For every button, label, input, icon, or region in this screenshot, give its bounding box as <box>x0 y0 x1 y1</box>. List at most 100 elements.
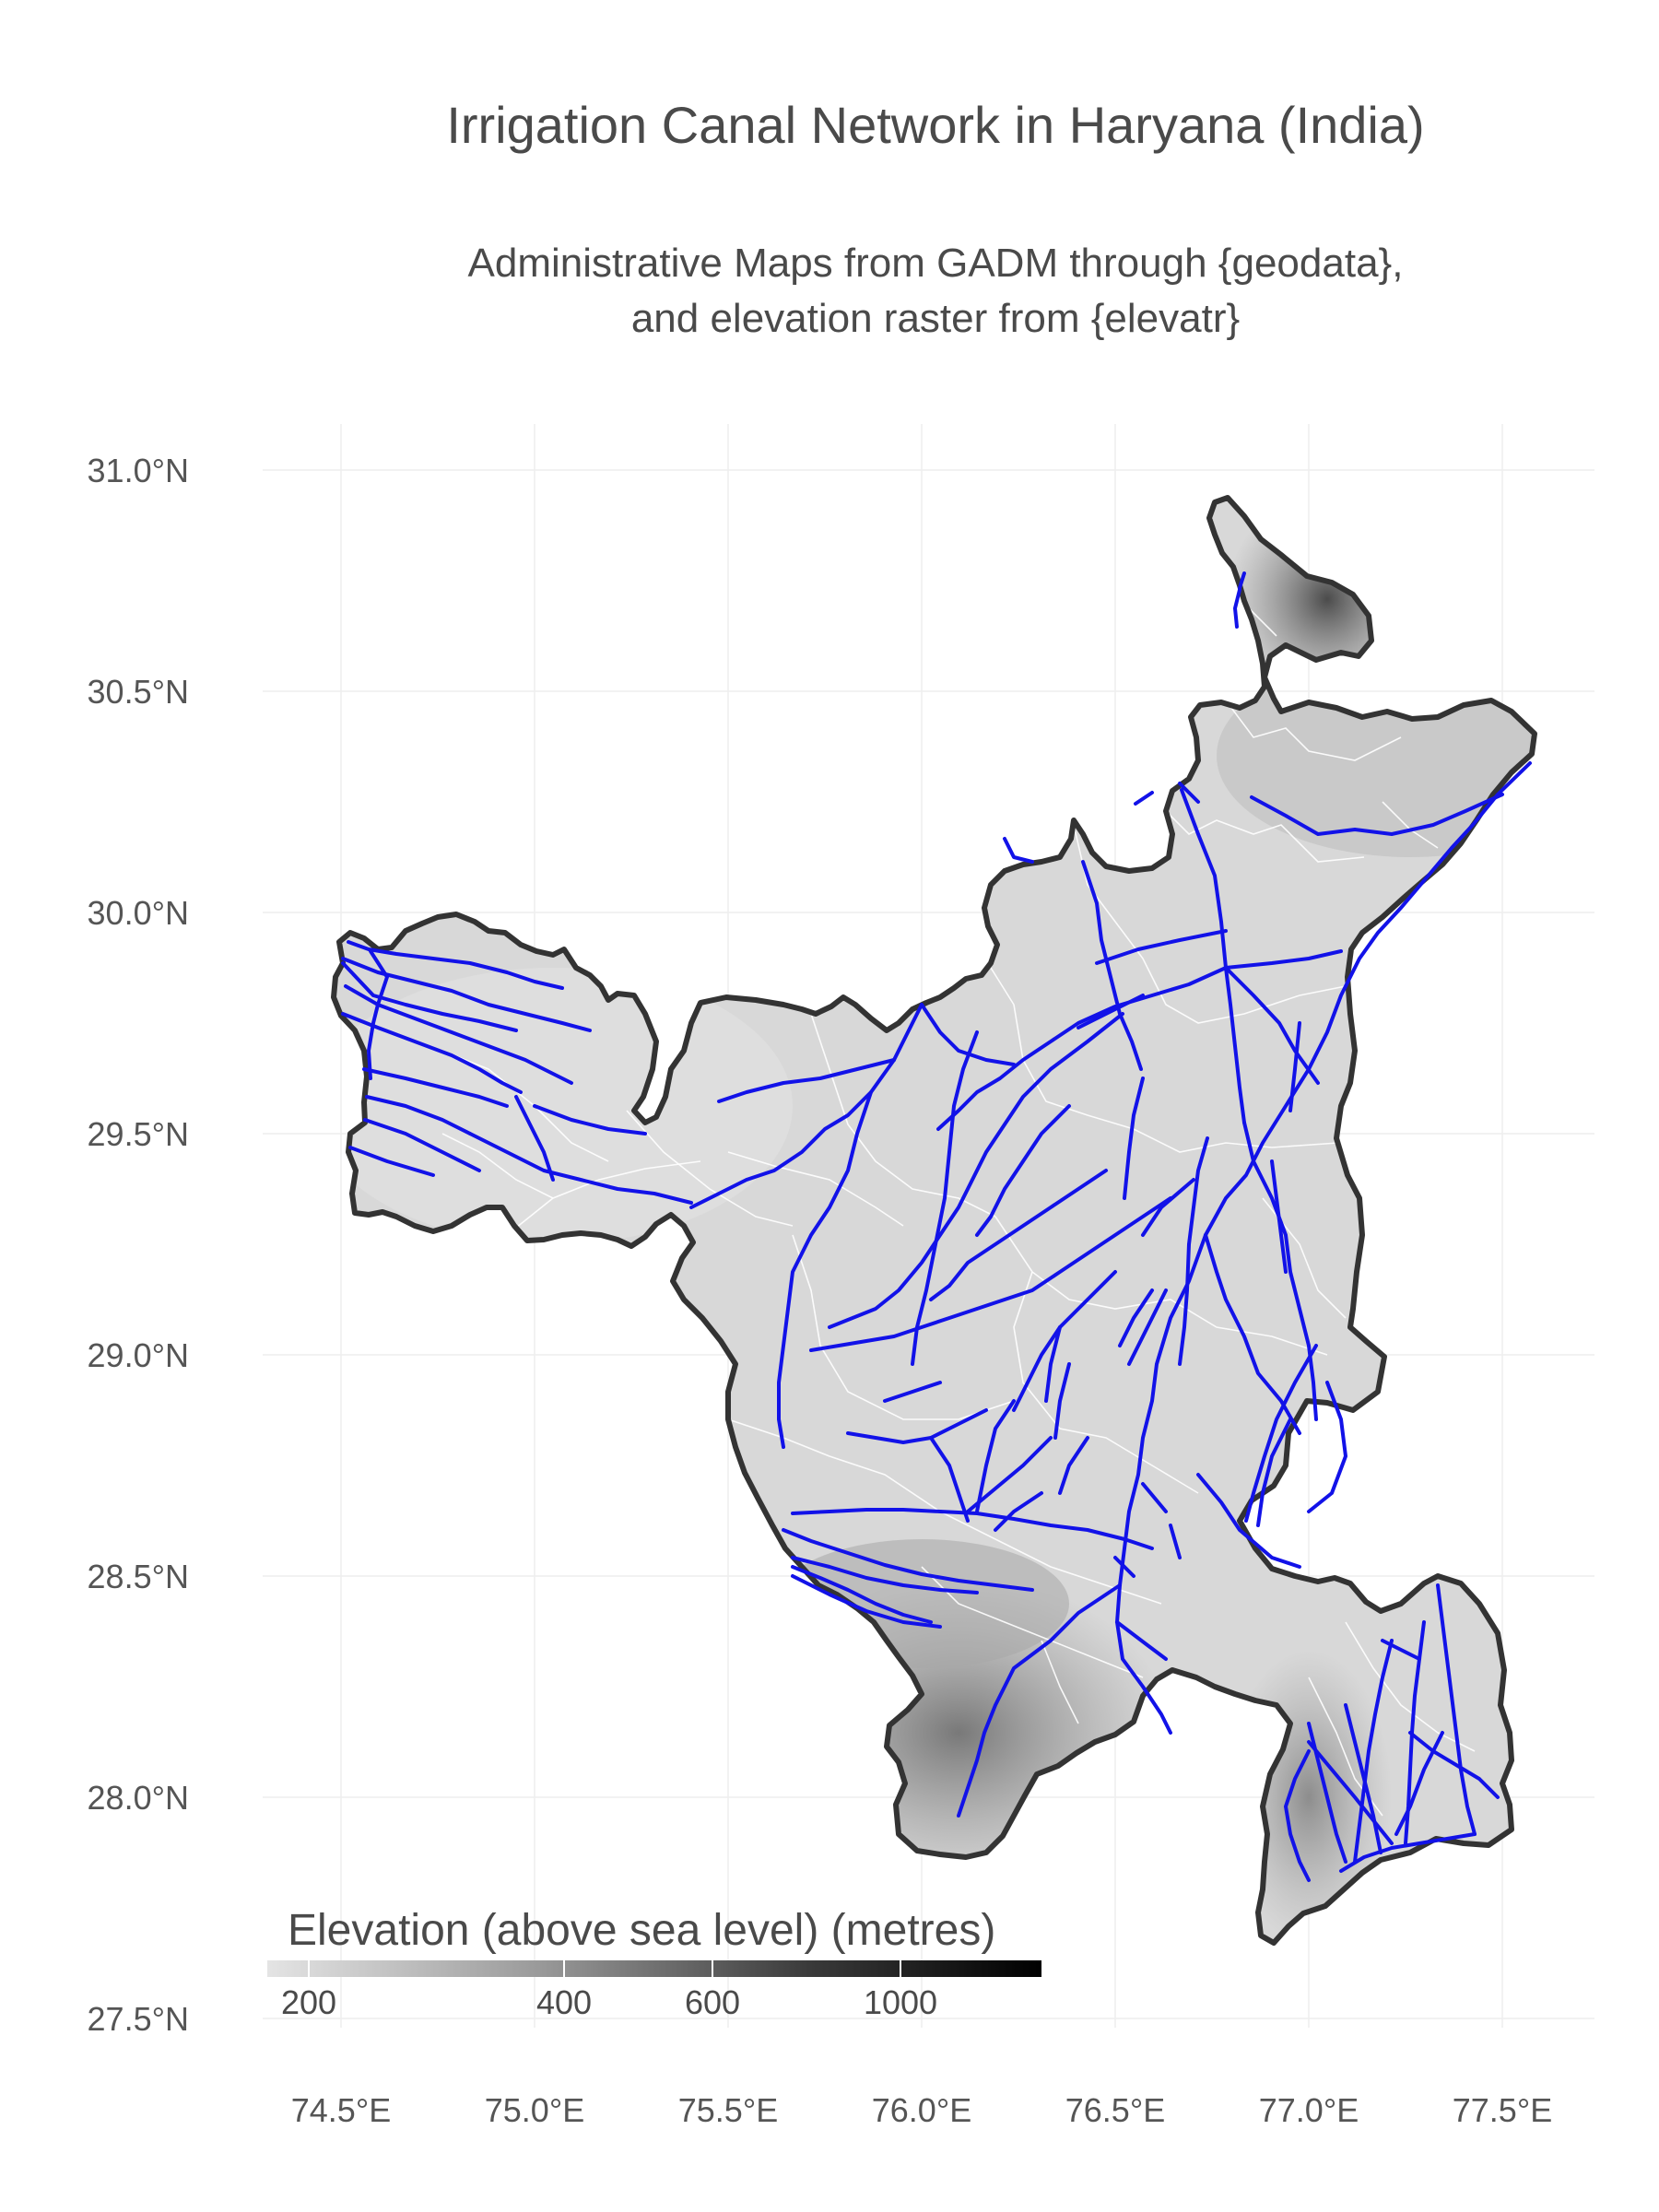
lat-label-27-5: 27.5°N <box>88 2000 189 2038</box>
lon-label-76-0: 76.0°E <box>872 2091 971 2129</box>
state-map <box>331 495 1537 1946</box>
canal-segment <box>911 1030 979 1366</box>
lat-label-31-0: 31.0°N <box>88 452 189 489</box>
lat-label-28-0: 28.0°N <box>88 1779 189 1817</box>
lon-label-77-5: 77.5°E <box>1453 2091 1552 2129</box>
district-boundary <box>441 1133 554 1199</box>
lon-label-75-0: 75.0°E <box>485 2091 584 2129</box>
canal-segment <box>791 1508 1154 1550</box>
canal-segment <box>883 1381 942 1403</box>
canal-segment <box>1058 1436 1089 1495</box>
lat-label-28-5: 28.5°N <box>88 1558 189 1595</box>
canal-segment <box>1344 1703 1382 1854</box>
canal-segment <box>975 1104 1071 1237</box>
lon-label-77-0: 77.0°E <box>1259 2091 1359 2129</box>
district-boundary <box>1041 1640 1079 1724</box>
canal-segment <box>1242 1121 1318 1421</box>
district-boundary <box>921 1566 1144 1678</box>
elevation-legend: Elevation (above sea level) (metres) 200… <box>267 1906 1041 2021</box>
canal-segment <box>791 1565 933 1624</box>
canal-segment <box>1196 1473 1301 1569</box>
canal-segment <box>1003 837 1034 864</box>
legend-title: Elevation (above sea level) (metres) <box>288 1906 995 1955</box>
canal-segment <box>1339 1832 1477 1873</box>
map-subtitle-line-1: Administrative Maps from GADM through {g… <box>468 241 1404 286</box>
canal-segment <box>929 1436 970 1523</box>
lon-label-75-5: 75.5°E <box>678 2091 778 2129</box>
canal-segment <box>828 1012 1124 1329</box>
canal-segment <box>966 1436 1053 1513</box>
district-boundary <box>727 1151 904 1227</box>
canal-segment <box>1353 1639 1394 1864</box>
canal-segment <box>1113 1556 1135 1578</box>
district-boundary <box>1289 1437 1420 1568</box>
canal-segment <box>1307 1381 1347 1513</box>
canal-segment <box>1115 1233 1207 1735</box>
lat-label-30-0: 30.0°N <box>88 894 189 932</box>
district-boundary <box>1225 700 1402 761</box>
district-boundary <box>1013 1271 1199 1494</box>
canal-segment <box>689 1003 924 1209</box>
canal-segment <box>1284 1749 1311 1882</box>
lon-label-76-5: 76.5°E <box>1065 2091 1165 2129</box>
canal-segment <box>347 940 564 990</box>
canal-segment <box>957 1583 1122 1818</box>
haryana-state-area <box>334 498 1535 1943</box>
canal-segment <box>1169 1524 1182 1559</box>
haryana-state-outline <box>331 495 1537 1946</box>
canal-segment <box>1095 929 1228 965</box>
legend-label-1000: 1000 <box>864 1983 937 2021</box>
canal-segment <box>929 1169 1108 1301</box>
canal-segment <box>936 966 1228 1131</box>
canal-segment <box>1408 1731 1500 1799</box>
district-boundary <box>792 1234 1015 1420</box>
district-boundary <box>626 1110 794 1227</box>
canal-segment <box>1204 1233 1301 1435</box>
canal-segment <box>1250 793 1504 836</box>
longitude-labels: 74.5°E 75.0°E 75.5°E 76.0°E 76.5°E 77.0°… <box>291 2091 1552 2129</box>
canal-segment <box>1141 1482 1168 1513</box>
lat-label-29-5: 29.5°N <box>88 1115 189 1153</box>
district-boundary <box>515 1160 701 1229</box>
district-boundary <box>810 1013 996 1218</box>
canal-segment <box>1307 1740 1394 1845</box>
aravalli-central-relief <box>774 1539 1069 1668</box>
canal-segment <box>344 984 573 1085</box>
canal-segment <box>1270 1159 1288 1274</box>
legend-label-400: 400 <box>536 1983 592 2021</box>
canal-segment <box>1141 1178 1195 1237</box>
shivalik-hills-relief <box>1226 498 1429 705</box>
canal-segment <box>1178 782 1200 804</box>
canal-segment <box>1256 1418 1292 1527</box>
canal-segment <box>1044 1325 1062 1403</box>
canal-segment <box>1381 1639 1421 1661</box>
legend-label-200: 200 <box>281 1983 336 2021</box>
canal-segment <box>362 1067 509 1108</box>
canal-segment <box>1077 994 1145 1030</box>
canal-segment <box>1233 588 1241 629</box>
canal-segment <box>809 1196 1172 1352</box>
canal-segment <box>920 1003 1016 1066</box>
canal-segment <box>1244 1344 1318 1523</box>
canal-segment <box>533 1104 647 1135</box>
canal-segment <box>975 1399 1016 1513</box>
canal-segment <box>1081 860 1143 1071</box>
canal-segment <box>348 1146 435 1177</box>
canal-segment <box>717 1058 896 1103</box>
canal-segment <box>1394 1731 1444 1836</box>
canal-segment <box>777 1090 873 1449</box>
canal-segment <box>1224 966 1320 1085</box>
canal-segment <box>1238 571 1246 590</box>
district-boundary <box>1165 810 1365 863</box>
legend-color-bar <box>267 1960 1041 1977</box>
map-title: Irrigation Canal Network in Haryana (Ind… <box>446 96 1424 154</box>
canal-segment <box>1127 1288 1168 1366</box>
canal-segment <box>1115 1620 1168 1661</box>
canal-segment <box>341 961 518 1032</box>
canal-segment <box>1436 1583 1477 1836</box>
latitude-labels: 31.0°N 30.5°N 30.0°N 29.5°N 29.0°N 28.5°… <box>88 452 189 2038</box>
canal-segment <box>791 1574 942 1629</box>
canal-segment <box>1123 1077 1145 1200</box>
canal-segment <box>1012 1270 1117 1412</box>
